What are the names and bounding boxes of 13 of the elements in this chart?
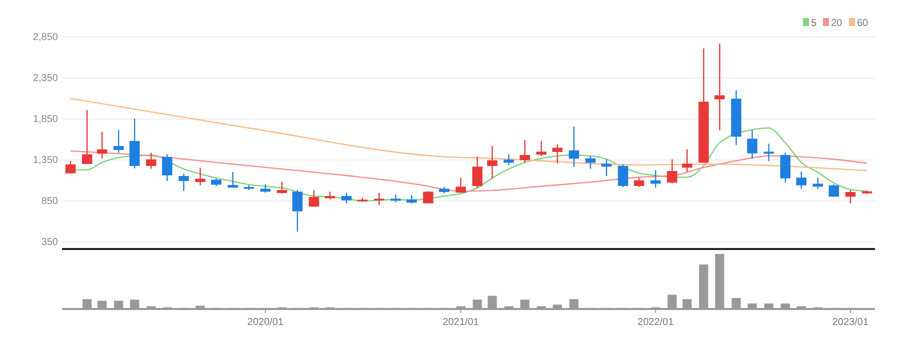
y-tick-label: 1,850 bbox=[32, 114, 58, 125]
x-tick-label: 2021/01 bbox=[442, 317, 480, 328]
y-tick-label: 2,850 bbox=[32, 32, 58, 43]
y-tick-label: 1,350 bbox=[32, 155, 58, 166]
x-tick-label: 2023/01 bbox=[832, 317, 869, 328]
legend-label: 20 bbox=[831, 18, 843, 29]
y-tick-label: 2,350 bbox=[32, 73, 58, 84]
x-tick-label: 2022/01 bbox=[638, 317, 674, 328]
y-tick-label: 350 bbox=[41, 237, 58, 248]
y-tick-label: 850 bbox=[41, 196, 58, 207]
legend-label: 60 bbox=[857, 18, 869, 29]
legend-label: 5 bbox=[811, 18, 817, 29]
x-tick-label: 2020/01 bbox=[247, 317, 284, 328]
